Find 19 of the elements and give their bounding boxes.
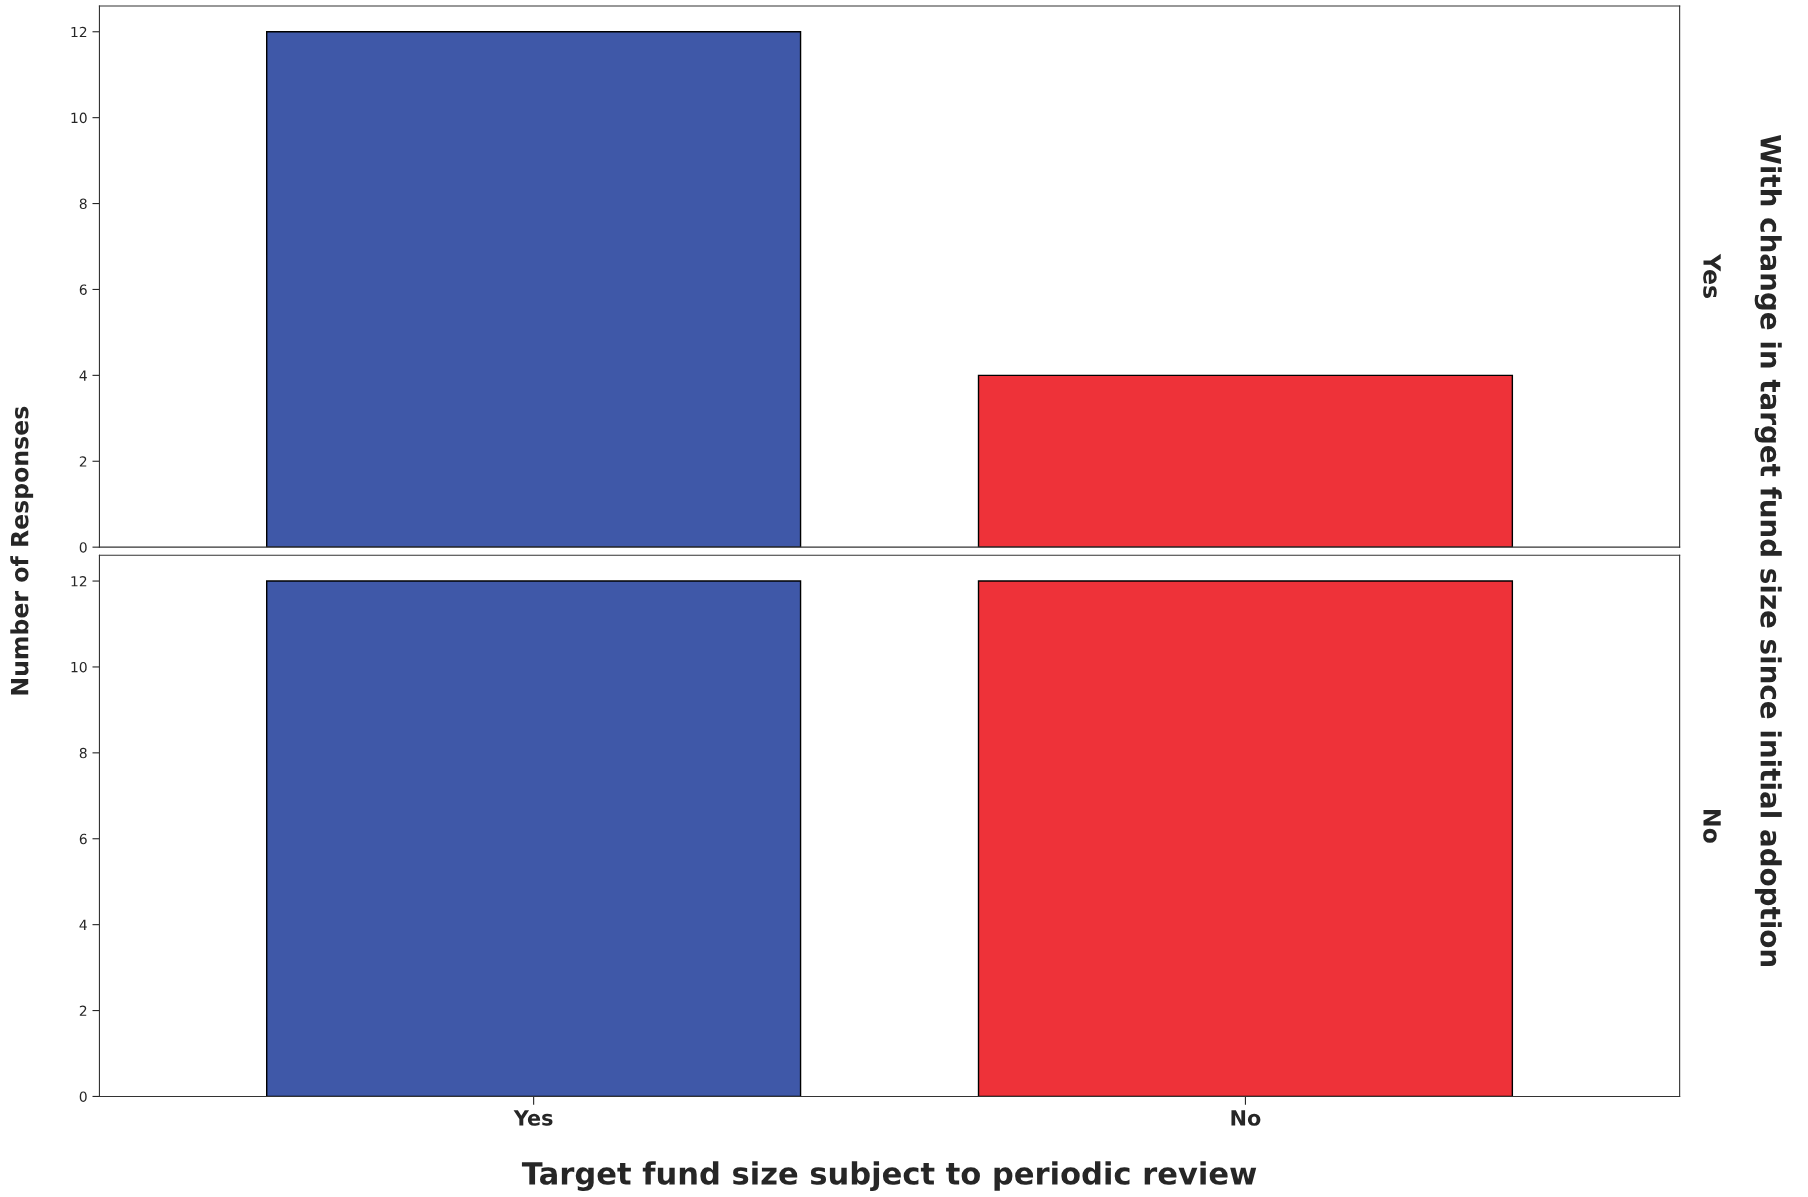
y-tick-label: 10 bbox=[71, 112, 87, 124]
y-tick-label: 8 bbox=[79, 747, 87, 759]
y-tick-label: 12 bbox=[71, 26, 87, 38]
y2-axis-title: No bbox=[1703, 810, 1721, 843]
y-tick-label: 12 bbox=[71, 576, 87, 587]
y-tick-label: 4 bbox=[79, 370, 87, 381]
y-axis-title: Number of Responses bbox=[10, 406, 34, 695]
y2-axis-title: Yes bbox=[1703, 253, 1721, 298]
y-tick-label: 6 bbox=[79, 284, 87, 295]
y-tick-label: 0 bbox=[79, 1091, 87, 1102]
y-tick-label: 6 bbox=[79, 833, 87, 845]
y-tick-label: 2 bbox=[79, 1005, 87, 1016]
x-axis-title: Target fund size subject to periodic review bbox=[521, 1161, 1257, 1192]
y-tick-label: 4 bbox=[79, 919, 87, 930]
y-tick-label: 10 bbox=[71, 661, 87, 673]
y-tick-label: 0 bbox=[79, 542, 87, 553]
text: With change in target fund size since initial adoption bbox=[1754, 135, 1782, 967]
y-tick-label: 8 bbox=[79, 198, 87, 210]
y-tick-label: 2 bbox=[79, 456, 87, 467]
